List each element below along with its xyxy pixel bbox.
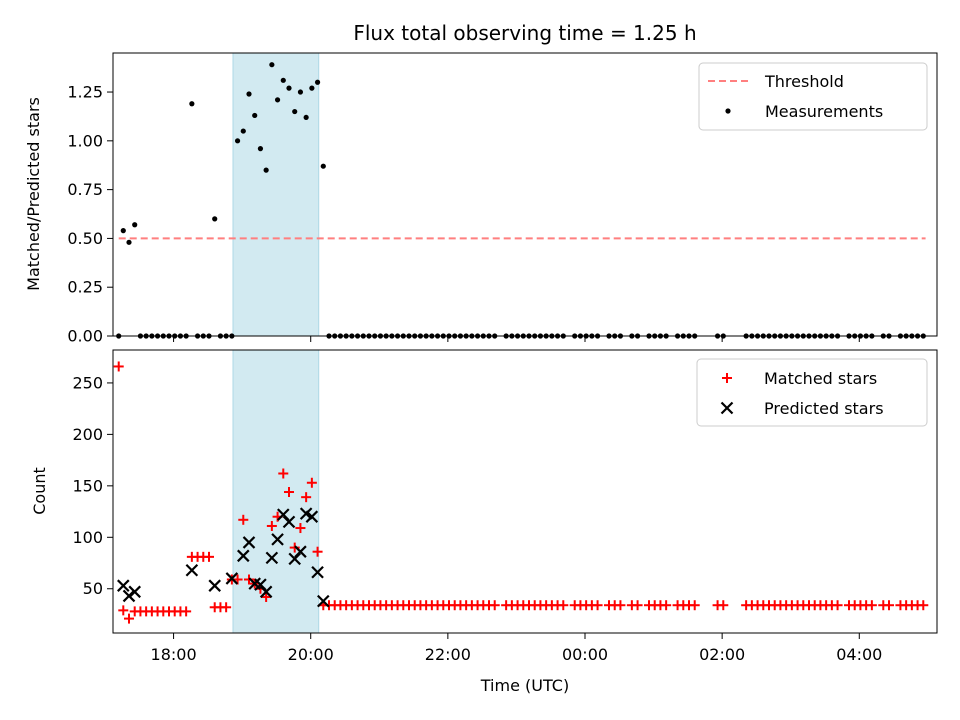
predicted-star-point	[129, 586, 140, 597]
chart-figure: Flux total observing time = 1.25 h 0.000…	[0, 0, 960, 720]
bottom-x-ticks: 18:00 20:00 22:00 00:00 02:00 04:00	[151, 633, 883, 664]
measurement-point	[126, 240, 131, 245]
x-tick-label: 02:00	[699, 645, 745, 664]
predicted-star-point	[186, 565, 197, 576]
measurement-point	[269, 62, 274, 67]
top-legend: Threshold Measurements	[699, 63, 927, 130]
measurement-point	[235, 138, 240, 143]
predicted-star-point	[209, 580, 220, 591]
y-tick-label: 0.00	[67, 327, 103, 346]
measurement-point	[286, 86, 291, 91]
matched-star-point	[615, 600, 625, 610]
matched-star-point	[867, 600, 877, 610]
measurement-point	[321, 164, 326, 169]
predicted-star-point	[124, 590, 135, 601]
measurement-point	[258, 146, 263, 151]
legend-measurements-label: Measurements	[765, 102, 883, 121]
y-tick-label: 1.00	[67, 131, 103, 150]
top-y-axis-label: Matched/Predicted stars	[24, 97, 43, 291]
top-y-ticks: 0.00 0.25 0.50 0.75 1.00 1.25	[67, 83, 113, 346]
measurement-point	[246, 91, 251, 96]
y-tick-label: 1.25	[67, 83, 103, 102]
measurement-point	[189, 101, 194, 106]
matched-star-point	[718, 600, 728, 610]
measurement-point	[304, 115, 309, 120]
matched-star-point	[181, 606, 191, 616]
legend-threshold-label: Threshold	[764, 72, 844, 91]
matched-star-point	[490, 600, 500, 610]
y-tick-label: 100	[72, 528, 103, 547]
matched-star-point	[593, 600, 603, 610]
matched-star-point	[918, 600, 928, 610]
matched-star-point	[221, 602, 231, 612]
y-tick-label: 0.75	[67, 180, 103, 199]
matched-star-point	[884, 600, 894, 610]
y-tick-label: 50	[83, 579, 103, 598]
x-axis-label: Time (UTC)	[480, 676, 569, 695]
bottom-y-axis-label: Count	[30, 467, 49, 515]
matched-star-point	[118, 605, 128, 615]
top-panel: 0.00 0.25 0.50 0.75 1.00 1.25 Matched/Predict…	[24, 53, 937, 346]
y-tick-label: 0.50	[67, 229, 103, 248]
measurement-point	[315, 80, 320, 85]
y-tick-label: 250	[72, 373, 103, 392]
legend-matched-label: Matched stars	[764, 369, 877, 388]
measurement-point	[252, 113, 257, 118]
measurement-point	[309, 86, 314, 91]
measurement-point	[212, 216, 217, 221]
measurement-point	[132, 222, 137, 227]
chart-title: Flux total observing time = 1.25 h	[353, 21, 696, 45]
legend-measurements-swatch	[725, 108, 730, 113]
bottom-panel: 50 100 150 200 250 18:00 20:00 22:00 00:00 02:00…	[30, 350, 937, 695]
measurement-point	[292, 109, 297, 114]
matched-star-point	[204, 552, 214, 562]
matched-star-point	[833, 600, 843, 610]
x-tick-label: 18:00	[151, 645, 197, 664]
matched-star-point	[661, 600, 671, 610]
matched-star-point	[124, 614, 134, 624]
measurement-point	[275, 97, 280, 102]
measurement-point	[264, 168, 269, 173]
predicted-star-point	[118, 580, 129, 591]
measurement-point	[121, 228, 126, 233]
bottom-legend: Matched stars Predicted stars	[697, 359, 927, 426]
matched-star-point	[690, 600, 700, 610]
highlight-span-bottom	[233, 350, 319, 633]
y-tick-label: 200	[72, 425, 103, 444]
x-tick-label: 04:00	[836, 645, 882, 664]
matched-star-point	[633, 600, 643, 610]
x-tick-label: 00:00	[562, 645, 608, 664]
y-tick-label: 0.25	[67, 278, 103, 297]
matched-star-point	[114, 361, 124, 371]
measurement-point	[281, 78, 286, 83]
x-tick-label: 22:00	[425, 645, 471, 664]
measurement-point	[298, 89, 303, 94]
highlight-span-top	[233, 53, 319, 336]
x-tick-label: 20:00	[288, 645, 334, 664]
bottom-y-ticks: 50 100 150 200 250	[72, 373, 113, 598]
y-tick-label: 150	[72, 476, 103, 495]
matched-star-point	[558, 600, 568, 610]
legend-predicted-label: Predicted stars	[764, 399, 884, 418]
measurement-point	[241, 128, 246, 133]
